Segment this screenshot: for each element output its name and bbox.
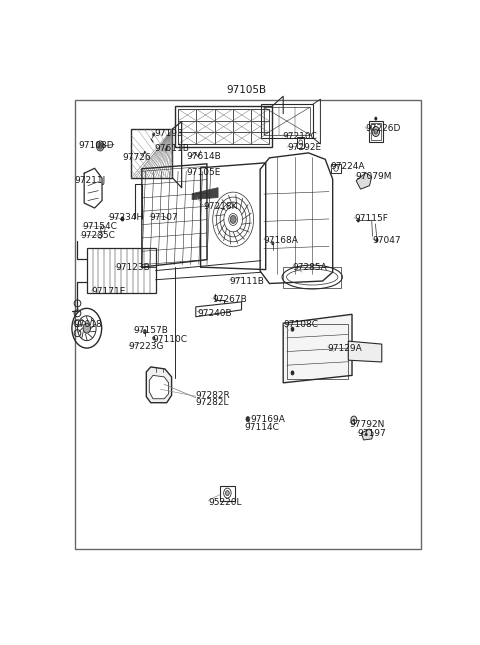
Text: 97157B: 97157B: [133, 326, 168, 335]
Text: 97226D: 97226D: [365, 124, 400, 133]
Circle shape: [246, 416, 250, 422]
Text: 97169A: 97169A: [251, 415, 285, 424]
Bar: [220, 486, 235, 501]
Text: 97240B: 97240B: [197, 309, 231, 318]
Bar: [233, 121, 251, 132]
Bar: [175, 106, 272, 147]
Text: 97079M: 97079M: [356, 172, 392, 181]
Bar: [251, 121, 269, 132]
Text: 97110C: 97110C: [152, 335, 187, 344]
Text: 97108D: 97108D: [79, 141, 114, 150]
Circle shape: [165, 148, 168, 152]
Text: 97282R: 97282R: [196, 391, 230, 400]
Bar: [283, 267, 341, 288]
Text: 97285A: 97285A: [292, 263, 327, 272]
Circle shape: [290, 327, 294, 332]
Circle shape: [83, 323, 91, 333]
Text: 97168A: 97168A: [264, 236, 299, 245]
Bar: [215, 132, 233, 144]
Text: 97235C: 97235C: [81, 231, 115, 240]
Bar: [251, 132, 269, 144]
Circle shape: [152, 132, 155, 137]
Bar: [178, 132, 196, 144]
Circle shape: [152, 336, 155, 340]
Bar: [233, 132, 251, 144]
Text: 97726: 97726: [122, 154, 151, 163]
Text: 97223G: 97223G: [129, 342, 164, 351]
Text: 97211J: 97211J: [74, 176, 106, 185]
Text: 97108C: 97108C: [283, 320, 318, 329]
Circle shape: [351, 416, 357, 424]
Polygon shape: [283, 314, 352, 383]
Bar: [87, 248, 156, 293]
Circle shape: [290, 370, 294, 375]
Bar: [369, 121, 383, 142]
Circle shape: [120, 217, 124, 221]
Polygon shape: [348, 341, 382, 362]
Bar: [196, 121, 215, 132]
Text: 97234H: 97234H: [108, 213, 144, 222]
Text: 97154C: 97154C: [83, 222, 117, 231]
Circle shape: [353, 419, 355, 422]
Polygon shape: [192, 188, 218, 199]
Text: 97129A: 97129A: [328, 344, 362, 353]
Circle shape: [374, 117, 377, 121]
Text: 97267B: 97267B: [213, 295, 247, 304]
Bar: [261, 104, 313, 138]
Circle shape: [357, 219, 360, 223]
Text: 97107: 97107: [149, 213, 178, 222]
Text: 97018: 97018: [73, 320, 102, 329]
Circle shape: [143, 329, 147, 334]
Bar: [196, 132, 215, 144]
Text: 97197: 97197: [358, 430, 386, 439]
Circle shape: [365, 433, 368, 436]
Circle shape: [230, 215, 236, 223]
Circle shape: [375, 238, 378, 243]
Text: 97115F: 97115F: [354, 214, 388, 223]
Text: 97614B: 97614B: [186, 152, 221, 161]
Polygon shape: [361, 429, 373, 440]
Bar: [178, 121, 196, 132]
Text: 97792N: 97792N: [349, 419, 385, 428]
Circle shape: [144, 151, 146, 154]
Text: 97105E: 97105E: [186, 168, 221, 177]
Text: 97210C: 97210C: [282, 132, 317, 141]
Text: 97224A: 97224A: [331, 163, 365, 172]
Bar: [178, 109, 269, 144]
Text: 97292E: 97292E: [287, 143, 321, 152]
Text: 97111B: 97111B: [229, 277, 264, 286]
Text: 97218K: 97218K: [203, 202, 238, 211]
Text: 97171E: 97171E: [92, 288, 126, 297]
Bar: [215, 109, 233, 121]
Circle shape: [97, 142, 103, 150]
Text: 97123B: 97123B: [115, 263, 150, 272]
Text: 97105B: 97105B: [226, 84, 266, 95]
Bar: [196, 109, 215, 121]
Circle shape: [374, 129, 378, 134]
Bar: [297, 137, 304, 148]
Bar: [264, 107, 310, 135]
Text: 95220L: 95220L: [208, 497, 241, 506]
Text: 97047: 97047: [372, 236, 401, 245]
Polygon shape: [146, 367, 172, 402]
Bar: [331, 164, 341, 173]
Circle shape: [271, 241, 274, 245]
Circle shape: [372, 126, 380, 137]
Bar: [233, 109, 251, 121]
Text: 97282L: 97282L: [196, 398, 229, 407]
Polygon shape: [356, 173, 372, 189]
Polygon shape: [149, 375, 168, 399]
Text: 97114C: 97114C: [244, 423, 279, 432]
Bar: [371, 123, 381, 140]
Bar: [178, 109, 196, 121]
Text: 97193: 97193: [155, 128, 184, 137]
Circle shape: [226, 491, 229, 495]
Text: 97611B: 97611B: [155, 144, 190, 153]
Bar: [287, 324, 348, 379]
Bar: [215, 121, 233, 132]
Bar: [251, 109, 269, 121]
Bar: [132, 129, 172, 178]
